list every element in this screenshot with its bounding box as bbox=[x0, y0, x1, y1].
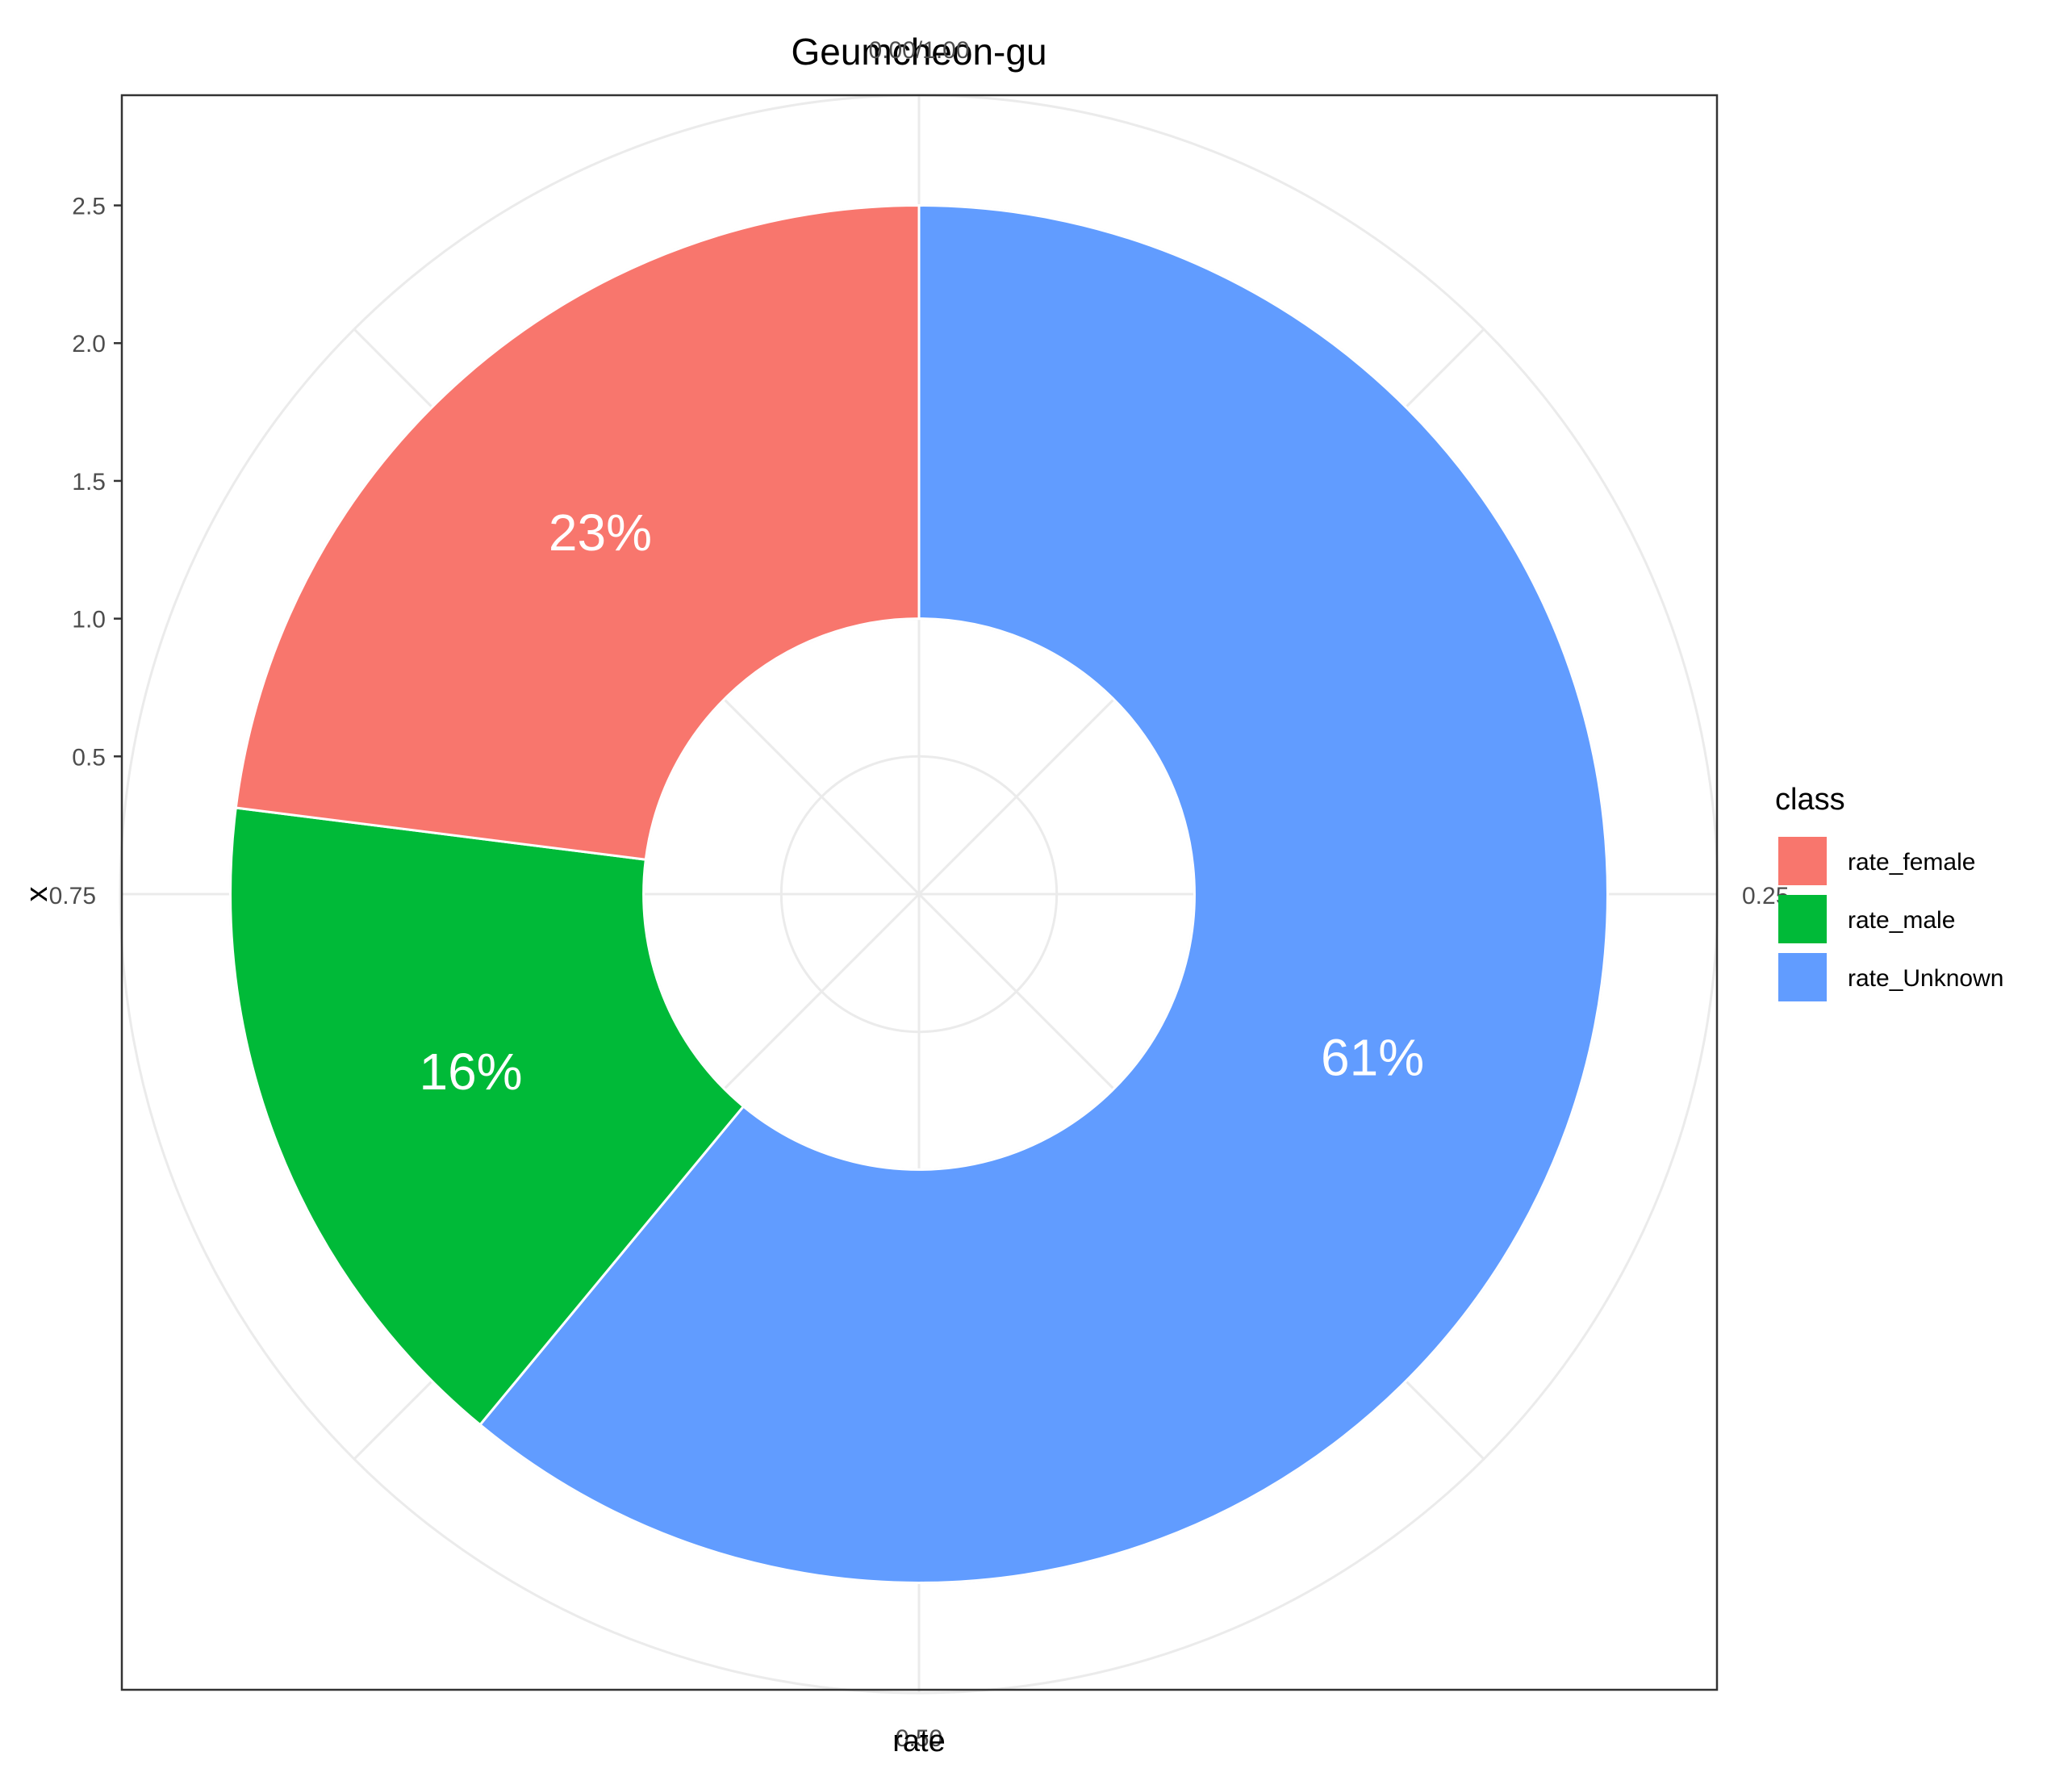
legend-title: class bbox=[1775, 783, 1845, 817]
slice-rate-female bbox=[234, 204, 921, 861]
y-tick-label: 2.5 bbox=[72, 194, 106, 220]
slice-label: 23% bbox=[549, 504, 652, 562]
theta-tick-label: 0.75 bbox=[49, 883, 96, 909]
y-axis: 0.5 1.0 1.5 2.0 2.5 bbox=[72, 194, 122, 771]
chart-title: Geumcheon-gu bbox=[791, 31, 1046, 73]
legend-key bbox=[1778, 895, 1827, 943]
panel-border bbox=[120, 94, 1719, 1691]
legend-label: rate_male bbox=[1848, 907, 1955, 934]
slice-rate-unknown bbox=[478, 204, 1609, 1584]
y-tick-label: 0.5 bbox=[72, 744, 106, 771]
y-tick-label: 2.0 bbox=[72, 331, 106, 357]
slice-label: 61% bbox=[1321, 1028, 1424, 1086]
slice-label: 16% bbox=[419, 1043, 522, 1101]
legend: class rate_female rate_male rate_Unknown bbox=[1775, 783, 2003, 1001]
legend-key bbox=[1778, 953, 1827, 1001]
legend-label: rate_Unknown bbox=[1848, 965, 2003, 992]
legend-label: rate_female bbox=[1848, 849, 1975, 876]
y-tick-label: 1.0 bbox=[72, 607, 106, 633]
plot-panel: 61%16%23%0.00/1.000.250.500.75 bbox=[49, 37, 1790, 1752]
y-tick-label: 1.5 bbox=[72, 469, 106, 495]
slice-rate-male bbox=[229, 806, 746, 1427]
y-axis-title: x bbox=[20, 887, 54, 902]
theta-tick-label: 0.00/1.00 bbox=[868, 37, 969, 64]
x-axis-title: rate bbox=[892, 1724, 945, 1758]
theta-tick-label: 0.50 bbox=[896, 1725, 942, 1752]
legend-key bbox=[1778, 837, 1827, 885]
